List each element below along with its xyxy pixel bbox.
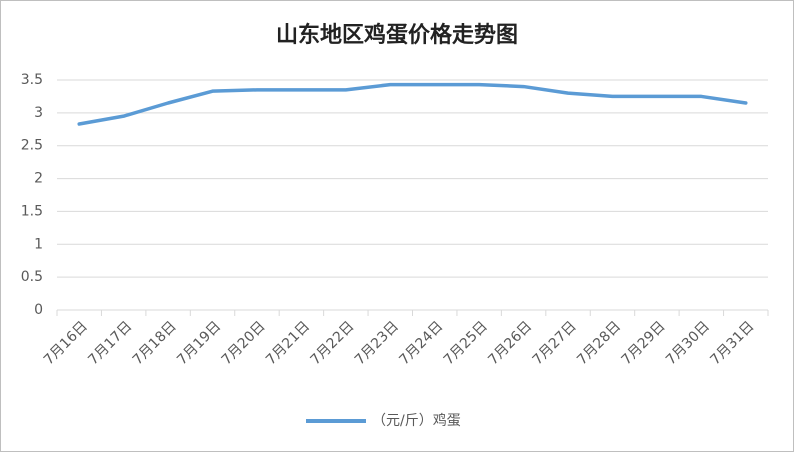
y-tick-label: 3 (34, 105, 43, 121)
chart-title: 山东地区鸡蛋价格走势图 (276, 22, 518, 48)
y-tick-label: 2 (34, 171, 43, 187)
y-tick-label: 0.5 (21, 269, 43, 285)
y-tick-label: 0 (34, 302, 43, 318)
legend-label: （元/斤）鸡蛋 (372, 412, 461, 429)
y-tick-label: 2.5 (21, 138, 43, 154)
y-tick-label: 3.5 (21, 72, 43, 88)
y-tick-label: 1 (34, 236, 43, 252)
line (77, 82, 748, 126)
y-tick-label: 1.5 (21, 203, 43, 219)
